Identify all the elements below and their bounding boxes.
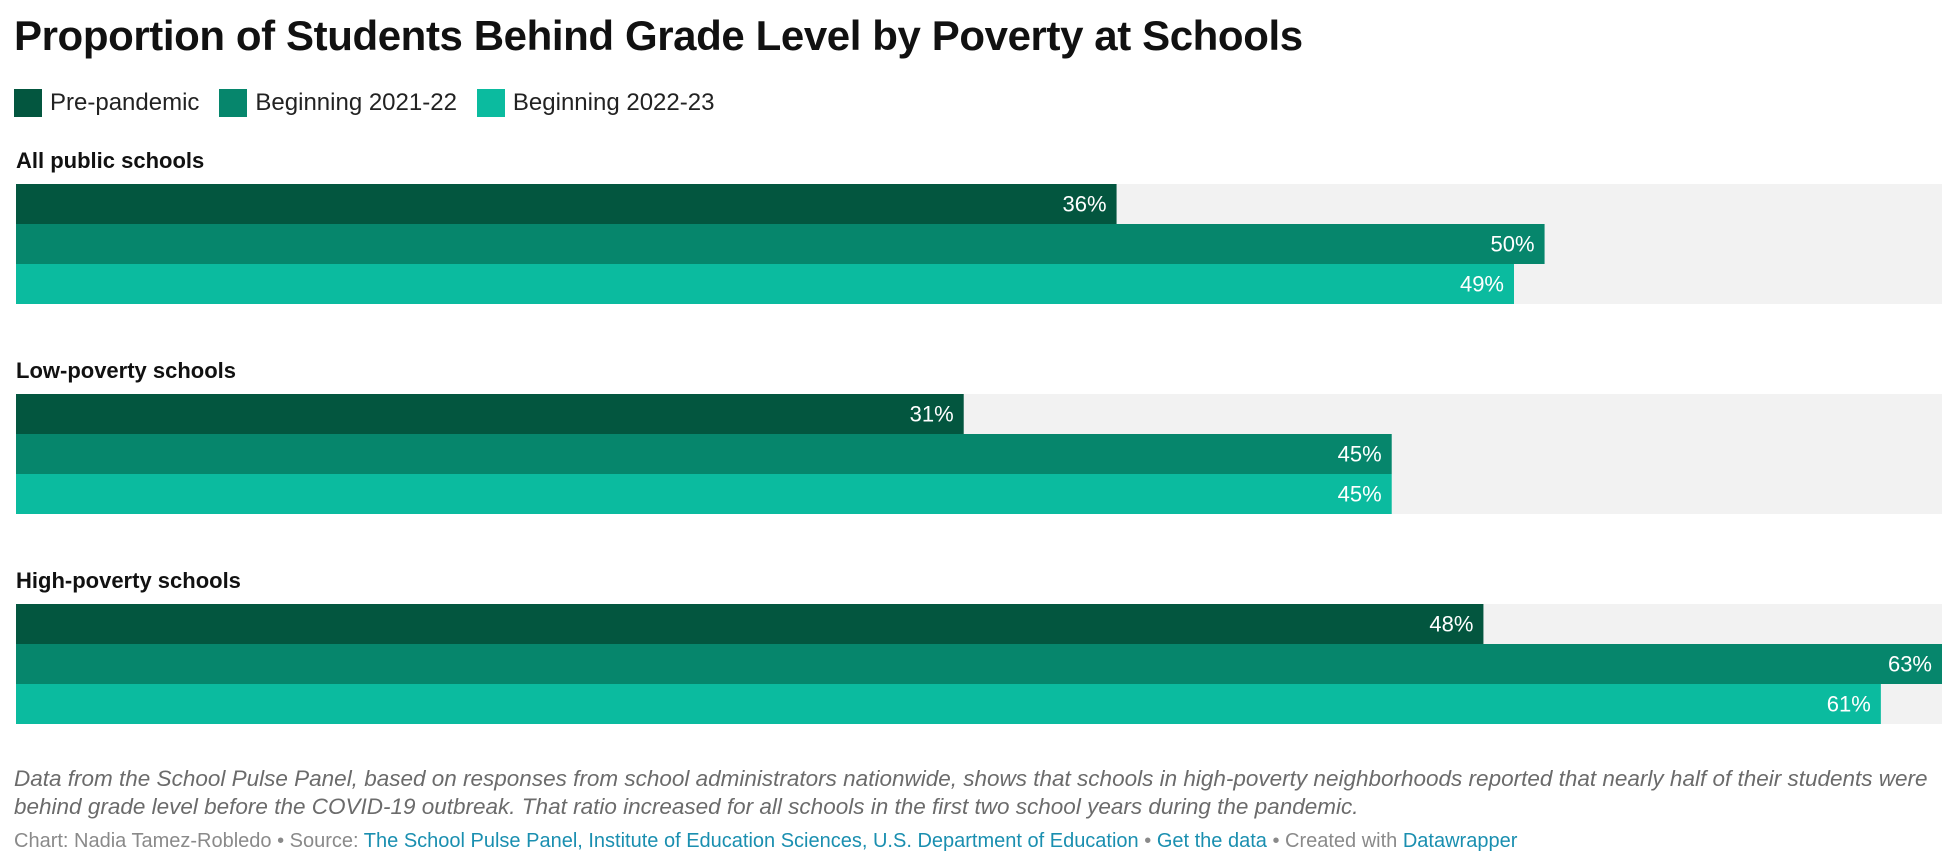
chart-note: Data from the School Pulse Panel, based … bbox=[14, 766, 1928, 819]
legend-label-2021-22: Beginning 2021-22 bbox=[255, 89, 457, 116]
legend-swatch-2021-22 bbox=[219, 89, 248, 117]
footer-separator: • bbox=[271, 830, 290, 852]
bar bbox=[16, 394, 964, 434]
datawrapper-link[interactable]: Datawrapper bbox=[1402, 830, 1518, 852]
footer-source-label: Source: bbox=[289, 830, 364, 852]
footer-separator: • bbox=[1266, 830, 1286, 852]
source-link[interactable]: The School Pulse Panel, Institute of Edu… bbox=[363, 830, 1139, 852]
bar bbox=[16, 604, 1484, 644]
bar bbox=[16, 264, 1514, 304]
bar bbox=[16, 644, 1942, 684]
group-label: Low-poverty schools bbox=[16, 358, 236, 383]
legend-swatch-2022-23 bbox=[476, 89, 505, 117]
bar bbox=[16, 184, 1117, 224]
chart-footer: Chart: Nadia Tamez-Robledo • Source: The… bbox=[14, 830, 1517, 853]
bar-value-label: 45% bbox=[1338, 442, 1382, 467]
group-label: All public schools bbox=[16, 148, 204, 173]
legend-label-2022-23: Beginning 2022-23 bbox=[512, 89, 715, 116]
legend-item-2022-23: Beginning 2022-23 bbox=[476, 89, 715, 117]
bar-value-label: 45% bbox=[1338, 482, 1382, 507]
bar-value-label: 49% bbox=[1460, 272, 1504, 297]
bar-value-label: 50% bbox=[1491, 232, 1535, 257]
legend: Pre-pandemic Beginning 2021-22 Beginning… bbox=[14, 88, 734, 118]
bar bbox=[16, 474, 1392, 514]
chart-title: Proportion of Students Behind Grade Leve… bbox=[14, 12, 1303, 59]
bar-value-label: 63% bbox=[1888, 652, 1932, 677]
bar bbox=[16, 684, 1881, 724]
bar bbox=[16, 224, 1545, 264]
bar-value-label: 48% bbox=[1429, 612, 1473, 637]
bar-value-label: 31% bbox=[910, 402, 954, 427]
legend-item-pre-pandemic: Pre-pandemic bbox=[14, 89, 199, 117]
bar-value-label: 61% bbox=[1827, 692, 1871, 717]
legend-label-pre-pandemic: Pre-pandemic bbox=[50, 89, 200, 116]
footer-credit: Chart: Nadia Tamez-Robledo bbox=[14, 830, 272, 852]
bar-chart: All public schools 36% 50% 49% Low-poverty s… bbox=[16, 148, 1942, 724]
legend-item-2021-22: Beginning 2021-22 bbox=[219, 89, 457, 117]
legend-swatch-pre-pandemic bbox=[14, 89, 42, 117]
bar-value-label: 36% bbox=[1063, 192, 1107, 217]
bar bbox=[16, 434, 1392, 474]
get-the-data-link[interactable]: Get the data bbox=[1156, 830, 1267, 852]
footer-created-with: Created with bbox=[1285, 830, 1403, 852]
group-label: High-poverty schools bbox=[16, 568, 241, 593]
footer-separator: • bbox=[1138, 830, 1157, 852]
